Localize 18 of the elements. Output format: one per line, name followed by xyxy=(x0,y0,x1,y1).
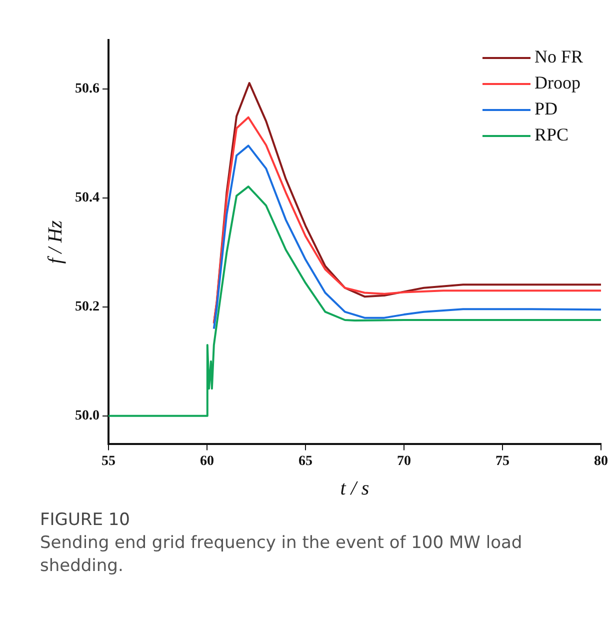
legend-label: Droop xyxy=(534,72,580,93)
y-tick-label: 50.4 xyxy=(75,190,100,206)
y-tick-label: 50.6 xyxy=(75,82,100,97)
x-tick-label: 75 xyxy=(496,454,510,470)
legend-label: No FR xyxy=(534,46,583,67)
legend-label: RPC xyxy=(534,124,569,145)
y-axis-title: f / Hz xyxy=(44,220,66,264)
caption: FIGURE 10 xyxy=(40,509,131,532)
text: Sending end grid frequency in the event of 100 MW load shedding. xyxy=(40,532,524,578)
y-tick-label: 50.2 xyxy=(75,300,100,315)
x-tick-label: 80 xyxy=(594,454,608,470)
x-tick-label: 65 xyxy=(298,454,312,470)
x-tick-label: 60 xyxy=(200,454,214,470)
x-tick-label: 70 xyxy=(397,454,411,470)
y-tick-label: 50.0 xyxy=(75,408,100,424)
x-axis-title: t / s xyxy=(340,477,370,500)
legend-label: PD xyxy=(534,98,558,119)
x-tick-label: 55 xyxy=(102,454,116,470)
